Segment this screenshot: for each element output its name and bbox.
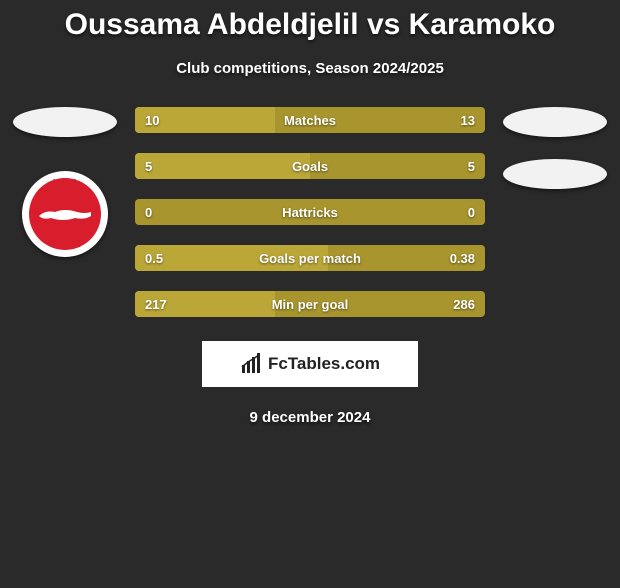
crocodile-icon (37, 204, 93, 224)
stat-name: Goals per match (259, 251, 361, 266)
badge-text-bottom: OLYMPIQUE (22, 243, 108, 249)
stat-name: Min per goal (272, 297, 349, 312)
page-title: Oussama Abdeldjelil vs Karamoko (10, 8, 610, 42)
brand-box: FcTables.com (202, 341, 418, 387)
stat-value-left: 0 (145, 205, 152, 220)
right-player-oval-1 (503, 107, 607, 137)
subtitle: Club competitions, Season 2024/2025 (10, 60, 610, 77)
chart-icon (240, 353, 262, 375)
stat-value-right: 5 (468, 159, 475, 174)
stat-value-right: 0 (468, 205, 475, 220)
badge-inner (29, 178, 101, 250)
stat-row-mpg: 217 Min per goal 286 (135, 291, 485, 317)
stat-value-left: 217 (145, 297, 167, 312)
comparison-row: NIMES OLYMPIQUE 10 Matches 13 5 (10, 107, 610, 317)
stat-value-left: 10 (145, 113, 159, 128)
stat-row-hattricks: 0 Hattricks 0 (135, 199, 485, 225)
stat-row-goals: 5 Goals 5 (135, 153, 485, 179)
stat-value-right: 0.38 (450, 251, 475, 266)
right-player-col (500, 107, 610, 189)
stat-value-left: 5 (145, 159, 152, 174)
stat-value-left: 0.5 (145, 251, 163, 266)
brand-text: FcTables.com (268, 354, 380, 374)
stats-bars: 10 Matches 13 5 Goals 5 0 Hattricks 0 0.… (135, 107, 485, 317)
stat-name: Matches (284, 113, 336, 128)
stat-name: Hattricks (282, 205, 338, 220)
stat-row-matches: 10 Matches 13 (135, 107, 485, 133)
stat-bar-left (135, 153, 310, 179)
left-player-col: NIMES OLYMPIQUE (10, 107, 120, 257)
date-text: 9 december 2024 (10, 409, 610, 426)
left-team-badge: NIMES OLYMPIQUE (22, 171, 108, 257)
stat-value-right: 13 (461, 113, 475, 128)
stat-value-right: 286 (453, 297, 475, 312)
stat-row-gpm: 0.5 Goals per match 0.38 (135, 245, 485, 271)
right-player-oval-2 (503, 159, 607, 189)
left-player-oval-1 (13, 107, 117, 137)
stat-name: Goals (292, 159, 328, 174)
